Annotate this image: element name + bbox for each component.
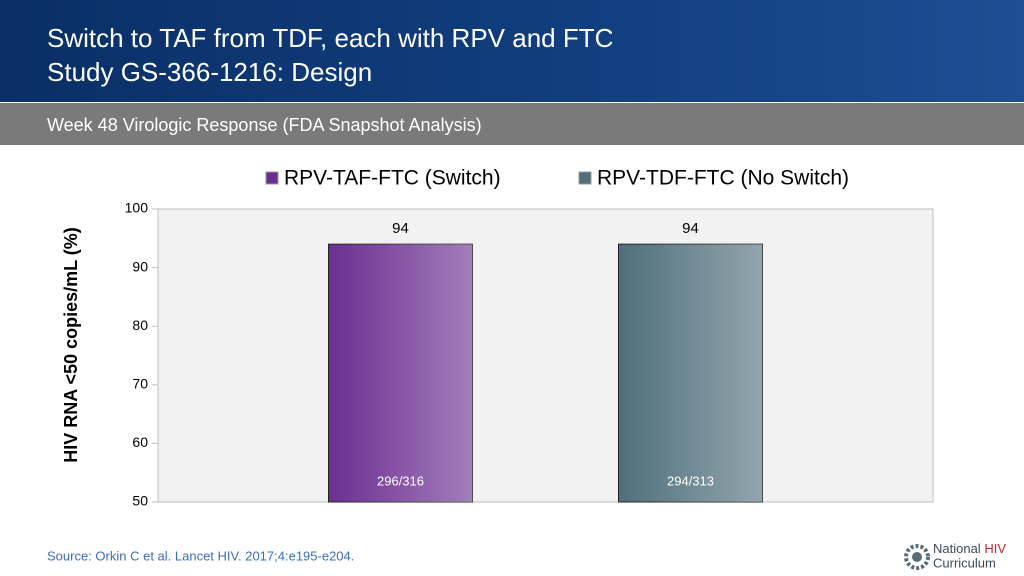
header-band bbox=[0, 0, 1024, 102]
logo-text: Curriculum bbox=[933, 555, 996, 570]
logo-text: National HIV bbox=[933, 541, 1006, 556]
legend-swatch bbox=[578, 171, 592, 185]
y-tick-label: 90 bbox=[132, 258, 148, 274]
logo-icon bbox=[912, 552, 922, 562]
y-axis-label: HIV RNA <50 copies/mL (%) bbox=[61, 227, 81, 463]
y-tick-label: 80 bbox=[132, 317, 148, 333]
title-line: Study GS-366-1216: Design bbox=[47, 57, 372, 87]
logo-word: HIV bbox=[984, 541, 1006, 556]
y-tick-label: 100 bbox=[125, 200, 149, 216]
subtitle-band bbox=[0, 103, 1024, 145]
plot-area bbox=[157, 208, 934, 503]
y-tick-label: 60 bbox=[132, 434, 148, 450]
bar-annotation: 294/313 bbox=[667, 473, 714, 488]
legend-label: RPV-TAF-FTC (Switch) bbox=[284, 167, 501, 190]
legend-label: RPV-TDF-FTC (No Switch) bbox=[597, 167, 849, 190]
y-tick-label: 70 bbox=[132, 376, 148, 392]
logo-icon bbox=[904, 544, 930, 570]
value-label: 94 bbox=[682, 220, 699, 237]
subtitle: Week 48 Virologic Response (FDA Snapshot… bbox=[47, 115, 482, 135]
bar-annotation: 296/316 bbox=[377, 473, 424, 488]
logo-word: National bbox=[933, 541, 981, 556]
value-label: 94 bbox=[392, 220, 409, 237]
legend-swatch bbox=[265, 171, 279, 185]
y-tick-label: 50 bbox=[132, 493, 148, 509]
bar-sheen bbox=[618, 244, 763, 502]
logo: National HIV Curriculum bbox=[904, 541, 1006, 570]
bar-sheen bbox=[328, 244, 473, 502]
source: Source: Orkin C et al. Lancet HIV. 2017;… bbox=[47, 548, 354, 563]
title-line: Switch to TAF from TDF, each with RPV an… bbox=[47, 23, 613, 53]
